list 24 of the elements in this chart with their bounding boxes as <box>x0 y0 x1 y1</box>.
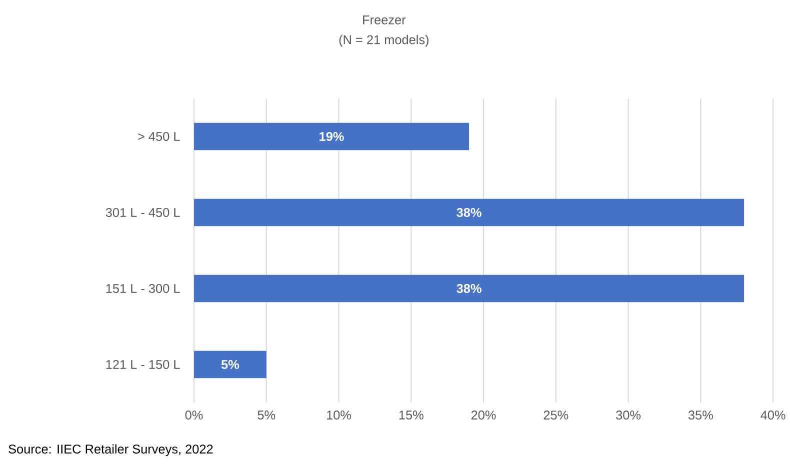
x-tick-label: 40% <box>760 410 786 420</box>
y-tick-label: 151 L - 300 L <box>106 284 180 294</box>
y-tick-label: > 450 L <box>138 132 180 142</box>
data-label: 38% <box>456 208 482 218</box>
x-tick-label: 35% <box>688 410 713 420</box>
chart-title: Freezer <box>363 16 406 25</box>
x-tick-label: 10% <box>327 410 352 420</box>
x-tick-label: 25% <box>544 410 568 420</box>
y-tick-label: 121 L - 150 L <box>106 360 180 370</box>
x-tick-label: 15% <box>399 410 424 420</box>
data-label: 19% <box>320 132 344 142</box>
x-tick-label: 0% <box>185 410 203 420</box>
source-note: Source: IIEC Retailer Surveys, 2022 <box>8 444 213 456</box>
x-tick-label: 20% <box>471 410 496 420</box>
x-tick-label: 30% <box>616 410 641 420</box>
x-tick-label: 5% <box>258 410 276 420</box>
data-label: 38% <box>456 284 482 294</box>
bar <box>194 123 470 150</box>
data-label: 5% <box>221 360 240 370</box>
bar <box>194 351 266 378</box>
chart-subtitle: (N = 21 models) <box>339 35 428 47</box>
y-tick-label: 301 L - 450 L <box>106 208 180 218</box>
bar <box>194 275 744 302</box>
bar <box>194 199 744 226</box>
